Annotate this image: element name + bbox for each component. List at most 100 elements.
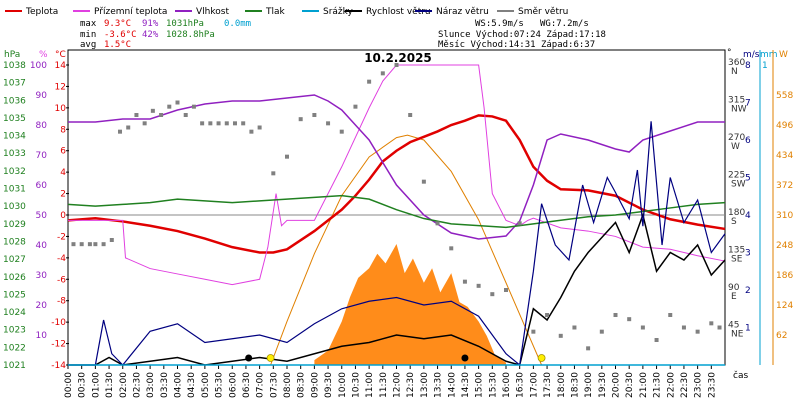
stat-avg-temp: 1.5°C — [104, 40, 131, 50]
celsius-tick-label: -4 — [57, 254, 66, 264]
x-tick-label: 14:00 — [447, 372, 457, 398]
series-line-temp — [67, 114, 726, 254]
stat-min-label: min — [80, 30, 96, 40]
wind-direction-point — [134, 113, 139, 117]
pct-tick-label: 30 — [36, 271, 48, 281]
wind-direction-point — [257, 125, 262, 130]
wind-direction-point — [118, 129, 123, 134]
ms-tick-label: 7 — [745, 99, 751, 109]
wind-direction-point — [353, 104, 358, 109]
x-tick-label: 08:00 — [283, 372, 293, 398]
celsius-tick-label: -2 — [57, 232, 66, 242]
x-tick-label: 05:30 — [215, 372, 225, 398]
wind-direction-point — [216, 121, 221, 126]
x-tick-label: 11:00 — [365, 372, 375, 398]
x-tick-label: 08:30 — [297, 372, 307, 398]
wind-direction-point — [93, 242, 98, 247]
hpa-tick-label: 1032 — [3, 167, 26, 177]
x-tick-label: 11:30 — [379, 372, 389, 398]
ms-tick-label: 2 — [745, 286, 751, 296]
sunrise-marker — [266, 354, 275, 362]
x-tick-label: 06:30 — [242, 372, 252, 398]
legend-label-gust: Náraz větru — [436, 7, 489, 17]
wind-direction-point — [394, 63, 399, 67]
hpa-tick-label: 1033 — [3, 149, 26, 159]
pct-axis-title: % — [39, 50, 48, 60]
hpa-tick-label: 1031 — [3, 185, 26, 195]
wind-direction-point — [545, 313, 550, 317]
x-tick-label: 19:30 — [598, 372, 608, 398]
w-tick-label: 62 — [776, 331, 787, 341]
wind-direction-point — [572, 325, 577, 330]
dir-tick-compass: NW — [731, 105, 747, 115]
w-tick-label: 372 — [776, 181, 793, 191]
w-tick-label: 496 — [776, 121, 793, 131]
right-axes: °360N315NW270W225SW180S135SE90E45NEm/s87… — [727, 48, 793, 365]
celsius-tick-label: 10 — [55, 104, 67, 114]
moonrise-marker — [461, 354, 469, 362]
x-tick-label: 04:30 — [187, 372, 197, 398]
w-tick-label: 124 — [776, 301, 793, 311]
celsius-tick-label: 2 — [60, 190, 66, 200]
dir-tick-deg: 90 — [728, 283, 740, 293]
x-tick-label: 15:00 — [475, 372, 485, 398]
pct-tick-label: 20 — [36, 301, 48, 311]
x-tick-label: 05:00 — [201, 372, 211, 398]
stat-max-label: max — [80, 19, 97, 29]
wind-direction-point — [191, 104, 196, 109]
celsius-tick-label: 8 — [60, 125, 66, 135]
left-axes: hPa1038103710361035103410331032103110301… — [3, 50, 69, 371]
celsius-tick-label: -6 — [57, 275, 66, 285]
wind-direction-point — [558, 333, 563, 338]
ms-tick-label: 1 — [745, 324, 751, 334]
pct-tick-label: 90 — [36, 91, 48, 101]
celsius-tick-label: 0 — [60, 211, 66, 221]
hpa-tick-label: 1021 — [3, 361, 26, 371]
x-tick-label: 18:00 — [557, 372, 567, 398]
celsius-tick-label: -14 — [51, 361, 66, 371]
pct-tick-label: 40 — [36, 241, 48, 251]
x-tick-label: 22:00 — [666, 372, 676, 398]
x-tick-label: 21:00 — [639, 372, 649, 398]
celsius-tick-label: 4 — [60, 168, 66, 178]
hpa-tick-label: 1037 — [3, 79, 26, 89]
wind-direction-point — [79, 242, 84, 247]
x-tick-label: 09:30 — [324, 372, 334, 398]
x-tick-label: 17:00 — [529, 372, 539, 398]
pct-tick-label: 60 — [36, 181, 48, 191]
markers — [245, 354, 546, 362]
wind-direction-point — [87, 242, 92, 247]
wind-direction-point — [627, 317, 632, 322]
hpa-tick-label: 1025 — [3, 290, 26, 300]
dir-tick-compass: NE — [731, 330, 744, 340]
x-tick-label: 07:30 — [269, 372, 279, 398]
w-tick-label: 186 — [776, 271, 793, 281]
wind-direction-point — [517, 221, 522, 226]
series-line-press — [67, 194, 726, 229]
x-tick-label: 17:30 — [543, 372, 553, 398]
stat-avg-label: avg — [80, 40, 96, 50]
wind-direction-point — [613, 313, 618, 317]
dir-tick-compass: SE — [731, 255, 743, 265]
x-tick-label: 00:30 — [78, 372, 88, 398]
hpa-tick-label: 1026 — [3, 273, 26, 283]
wind-direction-point — [71, 242, 76, 247]
stat-max-temp: 9.3°C — [104, 19, 131, 29]
celsius-tick-label: -10 — [51, 318, 66, 328]
wind-direction-point — [717, 325, 722, 330]
x-tick-label: 03:00 — [146, 372, 156, 398]
wind-direction-point — [326, 121, 331, 126]
w-axis-title: W — [779, 50, 788, 60]
ms-tick-label: 5 — [745, 174, 751, 184]
ms-tick-label: 8 — [745, 61, 751, 71]
series-layer — [67, 63, 726, 367]
dir-tick-deg: 270 — [728, 133, 745, 143]
dir-axis-title: ° — [727, 48, 732, 58]
hpa-tick-label: 1030 — [3, 202, 26, 212]
w-tick-label: 558 — [776, 91, 793, 101]
wind-direction-point — [421, 179, 426, 184]
hpa-axis-title: hPa — [4, 50, 20, 60]
legend: Teplota Přízemní teplota Vlhkost Tlak Srážky… — [5, 7, 568, 17]
dir-tick-compass: E — [731, 292, 737, 302]
